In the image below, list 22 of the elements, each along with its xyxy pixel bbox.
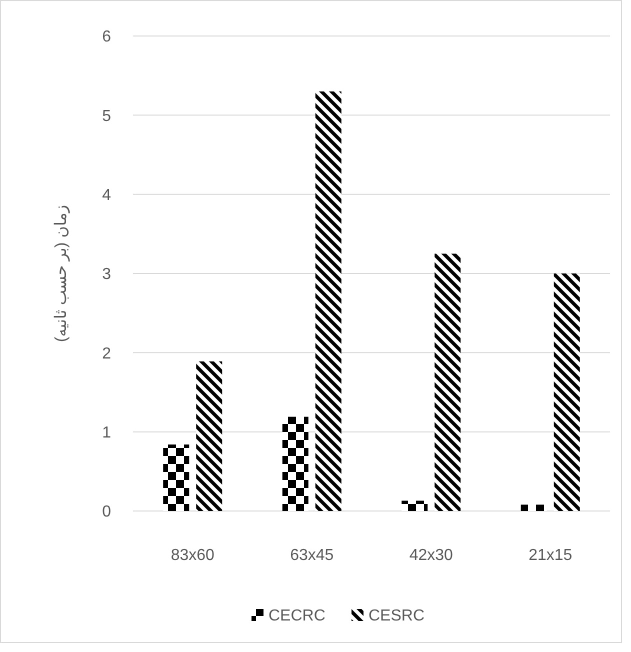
y-tick-label: 4 <box>102 186 112 204</box>
y-axis-title: زمان (بر حسب ثانیه) <box>53 204 70 342</box>
y-tick-label: 6 <box>102 28 112 46</box>
bar <box>315 91 342 511</box>
x-tick-label: 83x60 <box>170 547 215 564</box>
legend-label: CESRC <box>368 608 425 625</box>
bar <box>163 444 190 511</box>
bar <box>554 274 580 511</box>
bar <box>402 500 428 511</box>
x-tick-label: 42x30 <box>409 547 454 564</box>
bar <box>282 416 308 511</box>
x-tick-label: 63x45 <box>290 547 334 564</box>
y-tick-label: 1 <box>102 424 112 442</box>
bar <box>520 504 547 511</box>
y-tick-label: 0 <box>102 504 112 521</box>
y-tick-label: 2 <box>102 345 112 362</box>
bar <box>196 361 222 511</box>
bar <box>434 254 461 511</box>
x-tick-label: 21x15 <box>528 547 572 564</box>
legend-label: CECRC <box>268 608 326 625</box>
y-tick-label: 3 <box>102 266 112 284</box>
y-tick-label: 5 <box>102 108 112 125</box>
